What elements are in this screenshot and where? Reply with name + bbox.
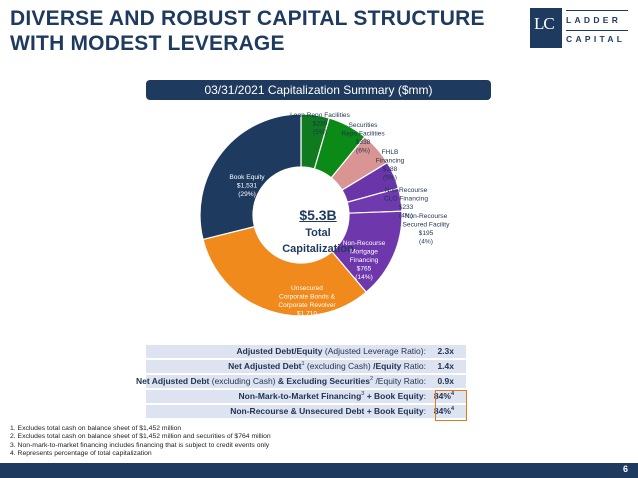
metric-value: 1.4x [437, 361, 454, 371]
metric-label: Non-Mark-to-Market Financing3 + Book Equ… [238, 391, 427, 401]
center-line-total: Total [305, 227, 331, 239]
metric-row: Adjusted Debt/Equity (Adjusted Leverage … [146, 345, 466, 358]
footnotes: 1. Excludes total cash on balance sheet … [10, 425, 271, 458]
logo-word-ladder: LADDER [566, 15, 622, 25]
center-line-capitalization: Capitalization [282, 243, 354, 255]
page-number: 6 [622, 464, 628, 474]
footnote: 4. Represents percentage of total capita… [10, 449, 152, 457]
label-book-equity: Book Equity $1,531 (29%) [229, 174, 265, 198]
logo-mark: LC [530, 8, 562, 48]
logo-rule-top [566, 10, 628, 11]
metric-row: Non-Mark-to-Market Financing3 + Book Equ… [146, 390, 466, 403]
logo-initials: LC [534, 14, 555, 33]
metric-value: 0.9x [437, 376, 454, 386]
metric-value: 84%4 [433, 406, 454, 416]
title-line-1: DIVERSE AND ROBUST CAPITAL STRUCTURE [10, 7, 485, 30]
footer-bar: 6 [0, 463, 638, 478]
slice-unsecured-corporate-bonds-corporate-revolver [202, 225, 368, 317]
ladder-capital-logo: LC LADDER CAPITAL [530, 6, 630, 52]
metric-row: Net Adjusted Debt (excluding Cash) & Exc… [136, 375, 466, 388]
logo-rule-mid [566, 30, 628, 31]
metric-label: Non-Recourse & Unsecured Debt + Book Equ… [230, 406, 426, 416]
donut-center-label: $5.3B Total Capitalization [270, 205, 366, 257]
capitalization-donut-chart: Loan Repo Facilities $239 (5%)Securities Re… [199, 112, 451, 326]
metric-value: 84%4 [433, 391, 454, 401]
footnote: 3. Non-mark-to-market financing includes… [10, 441, 270, 449]
metric-label: Adjusted Debt/Equity (Adjusted Leverage … [236, 346, 426, 356]
label-non-recourse-mortgage-financing: Non-Recourse Mortgage Financing $765 (14%) [343, 240, 386, 281]
chart-title-banner: 03/31/2021 Capitalization Summary ($mm) [146, 80, 491, 100]
page-title: DIVERSE AND ROBUST CAPITAL STRUCTURE WIT… [10, 6, 510, 56]
metric-label: Net Adjusted Debt1 (excluding Cash) /Equ… [228, 361, 426, 371]
total-capitalization-amount: $5.3B [299, 207, 337, 223]
highlight-box [435, 390, 467, 421]
title-line-2: WITH MODEST LEVERAGE [10, 32, 285, 55]
footnote: 2. Excludes total cash on balance sheet … [10, 433, 271, 441]
label-unsecured-corporate-bonds-corporate-revolver: Unsecured Corporate Bonds & Corporate Revo… [278, 285, 336, 326]
metric-label: Net Adjusted Debt (excluding Cash) & Exc… [136, 376, 426, 386]
label-fhlb-financing: FHLB Financing $288 (5%) [376, 149, 405, 182]
label-non-recourse-secured-facility: Non-Recourse Secured Facility $195 (4%) [403, 213, 451, 246]
metric-row: Non-Recourse & Unsecured Debt + Book Equ… [146, 405, 466, 418]
metric-value: 2.3x [437, 346, 454, 356]
label-non-recourse-clo-financing: Non-Recourse CLO Financing $233 (4%) [384, 187, 428, 220]
slice-book-equity [199, 113, 302, 241]
label-securities-repo-facilities: Securities Repo Facilities $338 (6%) [341, 122, 385, 155]
label-loan-repo-facilities: Loan Repo Facilities $239 (5%) [290, 112, 350, 136]
logo-word-capital: CAPITAL [566, 34, 626, 44]
footnote: 1. Excludes total cash on balance sheet … [10, 425, 182, 432]
metric-row: Net Adjusted Debt1 (excluding Cash) /Equ… [146, 360, 466, 373]
